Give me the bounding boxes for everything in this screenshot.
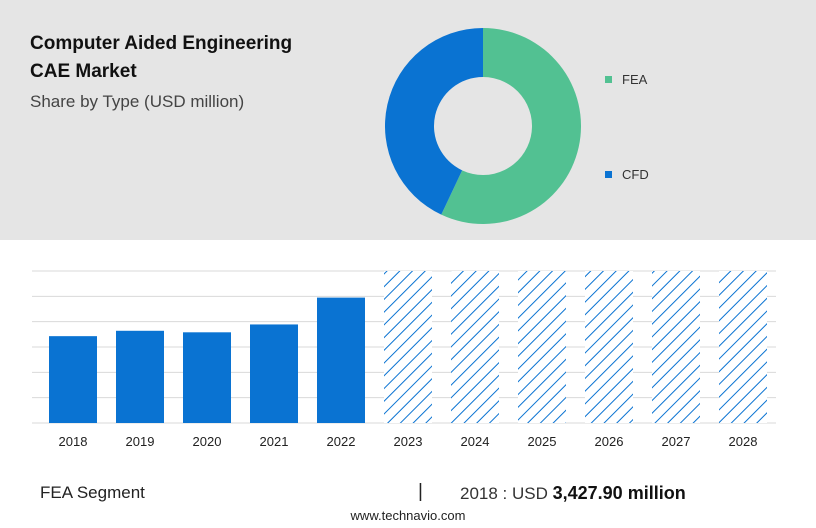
bar-2020 — [183, 332, 231, 423]
bar-2024 — [451, 271, 499, 423]
bar-2019 — [116, 330, 164, 423]
x-tick-label-2027: 2027 — [662, 434, 691, 449]
donut-slice-cfd — [385, 28, 483, 215]
chart-title: Computer Aided Engineering CAE Market — [30, 30, 360, 86]
x-tick-label-2021: 2021 — [260, 434, 289, 449]
segment-value: 3,427.90 million — [552, 483, 686, 503]
x-tick-label-2018: 2018 — [59, 434, 88, 449]
bar-2027 — [652, 271, 700, 423]
legend-swatch-cfd — [605, 171, 612, 178]
x-tick-label-2022: 2022 — [327, 434, 356, 449]
legend-cfd: CFD — [605, 167, 649, 182]
footer-separator: | — [418, 481, 423, 502]
donut-slice-fea — [441, 28, 581, 224]
source-url: www.technavio.com — [350, 508, 466, 523]
bar-2028 — [719, 271, 767, 423]
segment-label: FEA Segment — [40, 483, 145, 502]
x-tick-label-2020: 2020 — [193, 434, 222, 449]
x-tick-label-2025: 2025 — [528, 434, 557, 449]
legend-label-fea: FEA — [622, 72, 648, 87]
segment-value-readout: 2018 : USD 3,427.90 million — [460, 483, 686, 504]
x-tick-label-2026: 2026 — [595, 434, 624, 449]
bar-2021 — [250, 324, 298, 423]
title-line-2: CAE Market — [30, 61, 137, 82]
title-line-1: Computer Aided Engineering — [30, 33, 293, 54]
bar-chart: 2018 2019 2020 2021 2022 2023 2024 2025 2026 2027… — [32, 270, 776, 449]
x-tick-label-2023: 2023 — [394, 434, 423, 449]
x-tick-label-2028: 2028 — [729, 434, 758, 449]
bar-2022 — [317, 297, 365, 423]
legend-fea: FEA — [605, 72, 647, 87]
donut-chart — [385, 28, 581, 224]
bar-2025 — [518, 271, 566, 423]
bar-2026 — [585, 271, 633, 423]
x-tick-label-2019: 2019 — [126, 434, 155, 449]
legend-label-cfd: CFD — [622, 167, 649, 182]
segment-year-label: 2018 : USD — [460, 484, 548, 503]
legend-swatch-fea — [605, 76, 612, 83]
bar-2023 — [384, 271, 432, 423]
bar-2018 — [49, 336, 97, 423]
x-tick-label-2024: 2024 — [461, 434, 490, 449]
chart-subtitle: Share by Type (USD million) — [30, 92, 245, 111]
